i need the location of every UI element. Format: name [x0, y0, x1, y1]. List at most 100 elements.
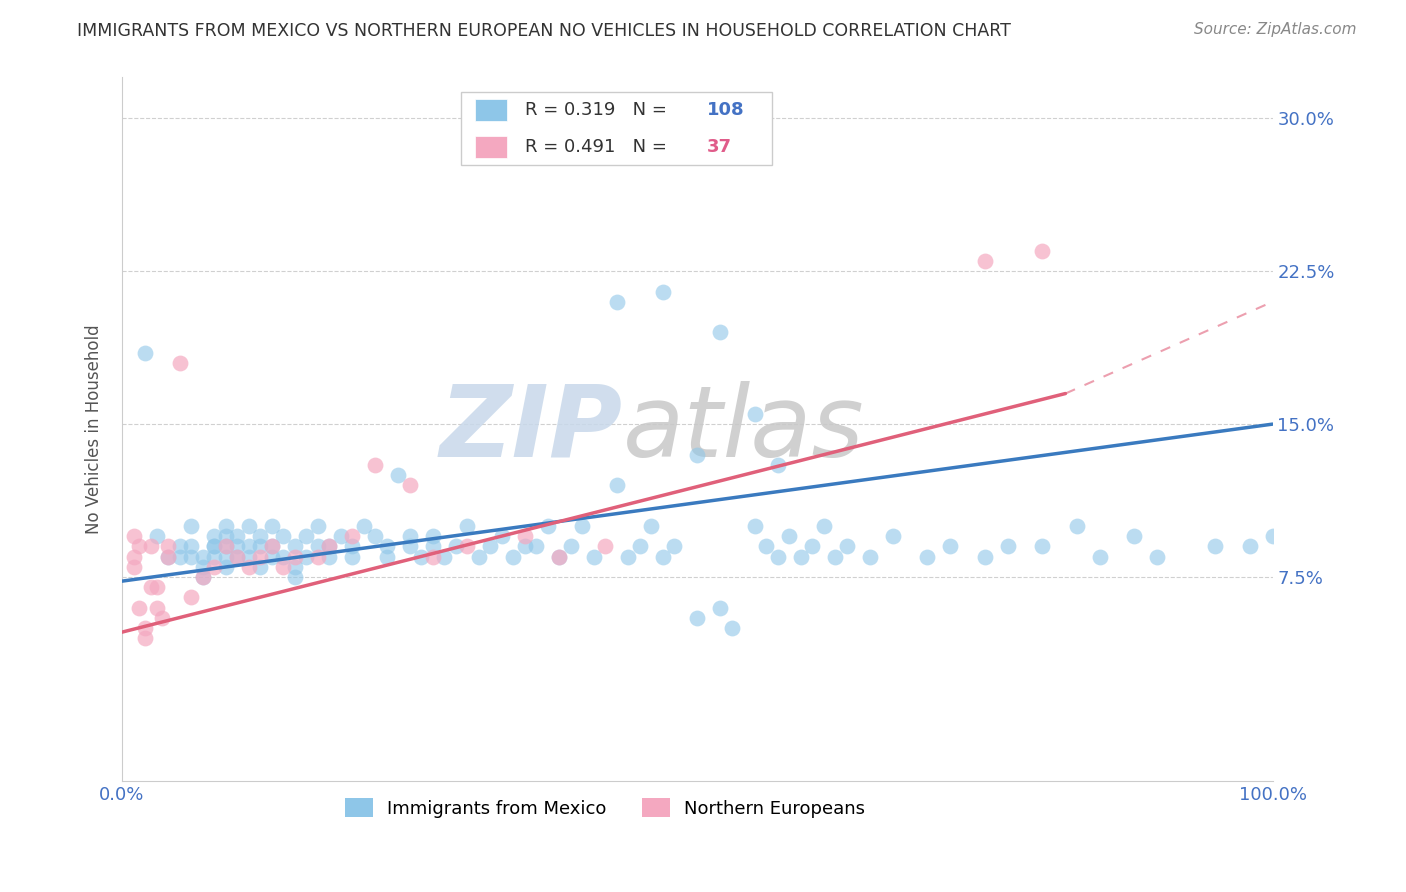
Point — [134, 632, 156, 646]
Point — [180, 519, 202, 533]
Text: IMMIGRANTS FROM MEXICO VS NORTHERN EUROPEAN NO VEHICLES IN HOUSEHOLD CORRELATION: IMMIGRANTS FROM MEXICO VS NORTHERN EUROP… — [77, 22, 1011, 40]
Point — [214, 560, 236, 574]
Point — [139, 580, 162, 594]
Point — [628, 540, 651, 554]
Point — [664, 540, 686, 554]
Point — [444, 540, 467, 554]
Text: atlas: atlas — [623, 381, 865, 478]
Point — [1031, 244, 1053, 258]
Point — [582, 549, 605, 564]
Point — [214, 540, 236, 554]
Point — [1088, 549, 1111, 564]
Point — [744, 407, 766, 421]
Point — [720, 621, 742, 635]
Point — [479, 540, 502, 554]
Point — [271, 560, 294, 574]
Point — [307, 540, 329, 554]
Point — [859, 549, 882, 564]
Point — [1261, 529, 1284, 543]
Y-axis label: No Vehicles in Household: No Vehicles in Household — [86, 325, 103, 534]
Point — [284, 560, 307, 574]
Point — [537, 519, 560, 533]
FancyBboxPatch shape — [461, 92, 772, 165]
Point — [398, 540, 420, 554]
Point — [398, 478, 420, 492]
Point — [456, 519, 478, 533]
Point — [433, 549, 456, 564]
Point — [260, 540, 283, 554]
Text: 108: 108 — [706, 101, 744, 119]
Point — [422, 529, 444, 543]
Point — [1146, 549, 1168, 564]
Bar — [475, 136, 508, 158]
Text: R = 0.491   N =: R = 0.491 N = — [524, 138, 672, 156]
Point — [191, 570, 214, 584]
Point — [295, 529, 318, 543]
Point — [766, 549, 789, 564]
Point — [813, 519, 835, 533]
Point — [169, 356, 191, 370]
Point — [134, 345, 156, 359]
Point — [260, 519, 283, 533]
Point — [571, 519, 593, 533]
Point — [422, 549, 444, 564]
Point — [548, 549, 571, 564]
Bar — [475, 99, 508, 121]
Point — [1239, 540, 1261, 554]
Point — [917, 549, 939, 564]
Point — [226, 540, 249, 554]
Point — [997, 540, 1019, 554]
Point — [150, 611, 173, 625]
Point — [214, 549, 236, 564]
Point — [548, 549, 571, 564]
Point — [271, 529, 294, 543]
Point — [226, 549, 249, 564]
Point — [214, 540, 236, 554]
Point — [191, 560, 214, 574]
Point — [226, 549, 249, 564]
Point — [709, 326, 731, 340]
Point — [249, 529, 271, 543]
Point — [202, 549, 225, 564]
Point — [340, 529, 363, 543]
Point — [1066, 519, 1088, 533]
Point — [1204, 540, 1226, 554]
Point — [939, 540, 962, 554]
Point — [456, 540, 478, 554]
Point — [824, 549, 846, 564]
Point — [502, 549, 524, 564]
Point — [398, 529, 420, 543]
Point — [593, 540, 616, 554]
Point — [249, 540, 271, 554]
Point — [284, 549, 307, 564]
Point — [122, 529, 145, 543]
Point — [513, 540, 536, 554]
Point — [411, 549, 433, 564]
Point — [364, 458, 387, 472]
Point — [882, 529, 904, 543]
Point — [606, 478, 628, 492]
Point — [467, 549, 489, 564]
Point — [801, 540, 824, 554]
Point — [422, 540, 444, 554]
Point — [145, 600, 167, 615]
Text: Source: ZipAtlas.com: Source: ZipAtlas.com — [1194, 22, 1357, 37]
Point — [340, 549, 363, 564]
Point — [974, 254, 997, 268]
Point — [157, 540, 180, 554]
Point — [249, 549, 271, 564]
Point — [122, 549, 145, 564]
Point — [180, 540, 202, 554]
Point — [157, 549, 180, 564]
Point — [513, 529, 536, 543]
Point — [145, 529, 167, 543]
Point — [202, 529, 225, 543]
Point — [139, 540, 162, 554]
Point — [169, 549, 191, 564]
Point — [318, 540, 340, 554]
Text: ZIP: ZIP — [440, 381, 623, 478]
Point — [651, 549, 673, 564]
Point — [606, 294, 628, 309]
Point — [364, 529, 387, 543]
Point — [214, 519, 236, 533]
